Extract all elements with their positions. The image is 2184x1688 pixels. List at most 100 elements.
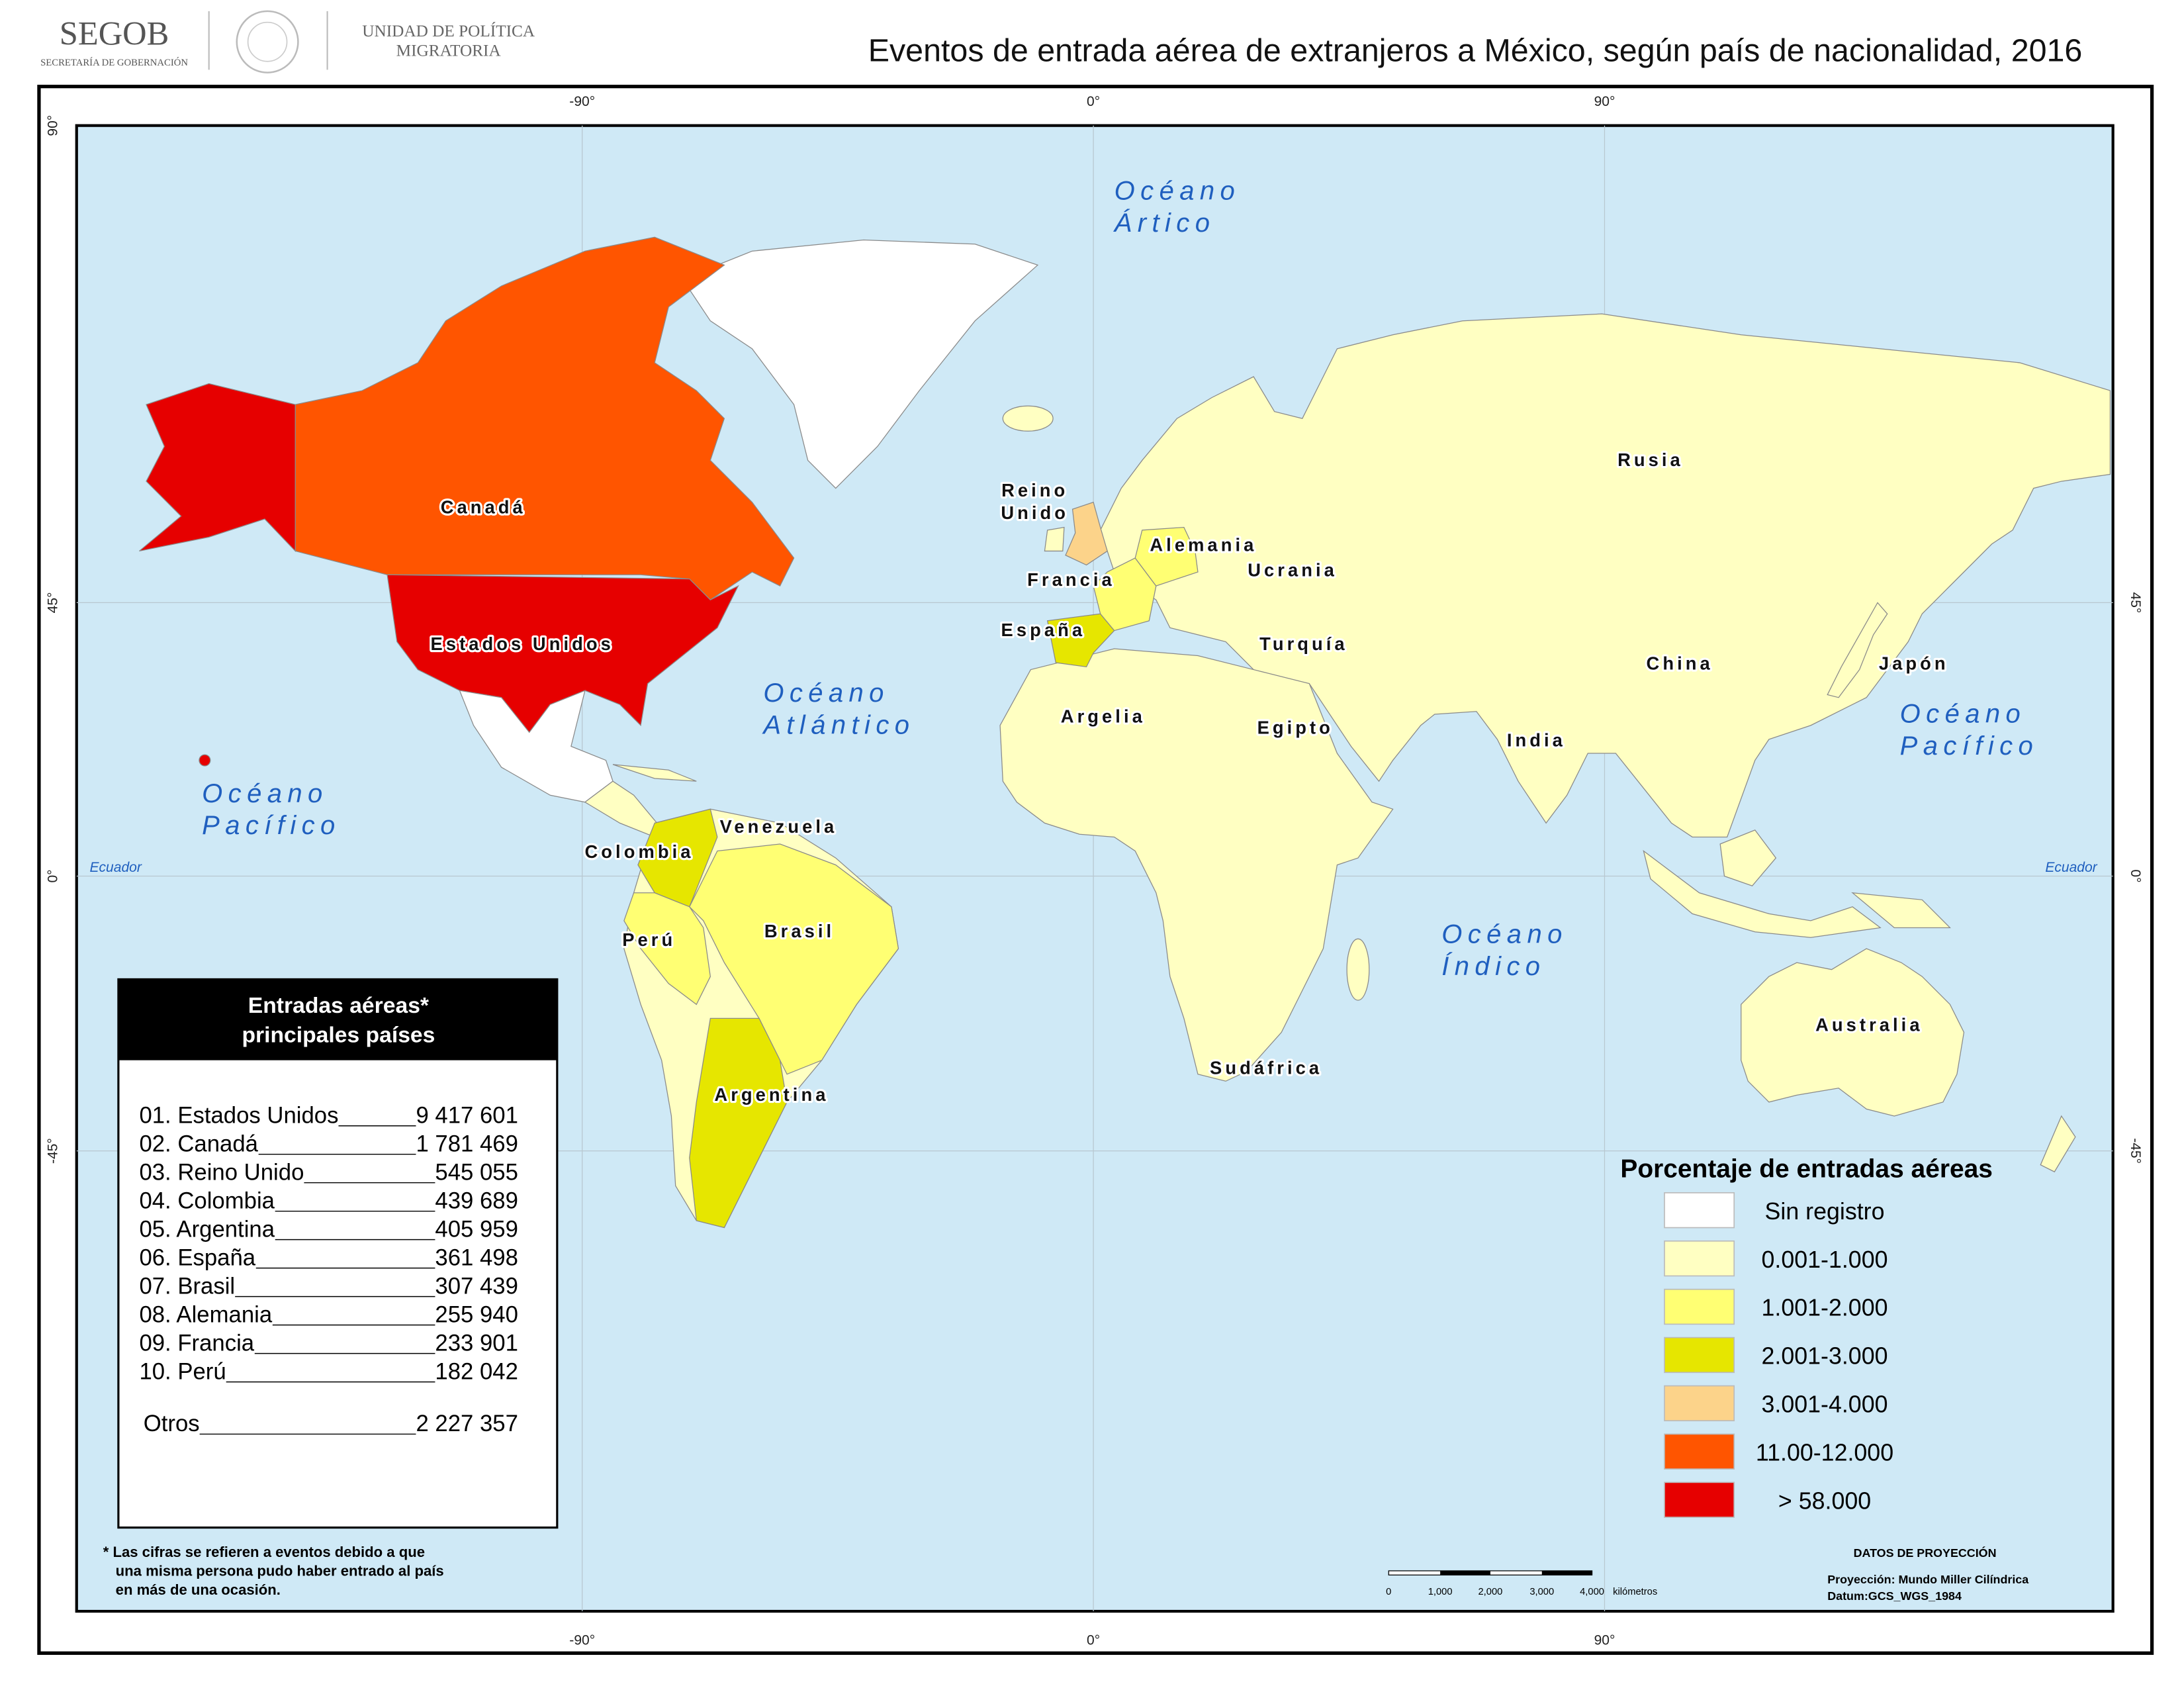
- legend-swatch: [1664, 1433, 1735, 1470]
- legend-label: Sin registro: [1765, 1198, 1885, 1225]
- parallel-label-left: -45°: [45, 1138, 60, 1164]
- scale-tick-label: 2,000: [1478, 1587, 1502, 1597]
- parallel-label-right: 45°: [2128, 592, 2143, 613]
- new-zealand: [2040, 1115, 2076, 1173]
- greenland: [682, 239, 1039, 489]
- ocean-label: Océano: [1441, 920, 1568, 949]
- country-label: Japón: [1879, 653, 1949, 674]
- row-value: 182 042: [435, 1359, 518, 1384]
- meridian-label-bottom: 0°: [1087, 1633, 1100, 1648]
- scale-unit: kilómetros: [1613, 1587, 1657, 1597]
- parallel-label-right: -45°: [2128, 1138, 2143, 1164]
- japan: [1827, 602, 1888, 698]
- row-value: 307 439: [435, 1274, 518, 1299]
- legend-label: 1.001-2.000: [1762, 1295, 1888, 1321]
- united-kingdom: [1065, 501, 1108, 566]
- cuba: [612, 764, 697, 782]
- legend-swatch: [1664, 1336, 1735, 1374]
- country-label: Rusia: [1617, 449, 1684, 470]
- canada: [295, 236, 795, 601]
- country-label: Francia: [1027, 569, 1115, 590]
- legend-label: 3.001-4.000: [1762, 1391, 1888, 1418]
- legend-label: 2.001-3.000: [1762, 1343, 1888, 1370]
- indonesia: [1643, 849, 1882, 938]
- meridian-label-top: 0°: [1087, 94, 1100, 109]
- land: [139, 236, 2111, 1229]
- ireland: [1044, 526, 1065, 552]
- iceland: [1002, 405, 1054, 432]
- country-label: Sudáfrica: [1210, 1058, 1322, 1078]
- madagascar: [1346, 938, 1370, 1001]
- scale-tick-label: 3,000: [1529, 1587, 1554, 1597]
- ocean-label: Océano: [1115, 176, 1241, 205]
- legend-title: Porcentaje de entradas aéreas: [1620, 1155, 1993, 1184]
- ocean-label: Océano: [763, 679, 889, 708]
- agency: SEGOB: [60, 15, 169, 52]
- row-name: 03. Reino Unido: [139, 1160, 304, 1185]
- country-label: Canadá: [441, 497, 526, 518]
- legend-label: 11.00-12.000: [1756, 1439, 1893, 1466]
- meridian-label-top: 90°: [1594, 94, 1615, 109]
- ocean-label: Pacífico: [1900, 731, 2039, 761]
- table-title: Entradas aéreas*: [248, 994, 430, 1018]
- row-value: 361 498: [435, 1245, 518, 1270]
- peru: [623, 892, 711, 1006]
- brazil: [689, 843, 899, 1075]
- emblem: [236, 10, 299, 73]
- meridian-label-top: -90°: [569, 94, 595, 109]
- country-label: Venezuela: [720, 816, 838, 837]
- agency-subtitle: SECRETARÍA DE GOBERNACIÓN: [40, 57, 188, 68]
- table-box: [117, 978, 559, 1529]
- ocean-label: Ártico: [1113, 208, 1216, 238]
- row-name: 08. Alemania: [139, 1302, 272, 1327]
- country-label: Turquía: [1259, 633, 1348, 654]
- row-name: 09. Francia: [139, 1331, 254, 1356]
- country-label: Alemania: [1150, 534, 1257, 555]
- table-header: [118, 979, 557, 1060]
- row-name: 02. Canadá: [139, 1131, 258, 1156]
- country-label: Brasil: [764, 921, 835, 941]
- legend-swatch: [1664, 1192, 1735, 1229]
- equator-label: Ecuador: [2045, 860, 2097, 875]
- legend-swatch: [1664, 1481, 1735, 1518]
- projection-line: Proyección: Mundo Miller Cilíndrica: [1827, 1573, 2029, 1586]
- ocean-label: Índico: [1441, 951, 1545, 981]
- row-value: 255 940: [435, 1302, 518, 1327]
- parallel-label-left: 45°: [45, 592, 60, 613]
- row-name: 04. Colombia: [139, 1188, 275, 1213]
- new-guinea: [1851, 892, 1951, 929]
- row-name: 10. Perú: [139, 1359, 226, 1384]
- country-label: Perú: [622, 929, 676, 950]
- legend-label: > 58.000: [1778, 1487, 1871, 1514]
- country-label: Argentina: [714, 1084, 829, 1105]
- scale-tick-label: 0: [1386, 1587, 1391, 1597]
- legend-swatch: [1664, 1288, 1735, 1325]
- country-label: Unido: [1001, 502, 1069, 523]
- row-name: 01. Estados Unidos: [139, 1103, 338, 1128]
- parallel-label-left: 0°: [45, 869, 60, 882]
- scale-bar-segment: [1541, 1570, 1592, 1575]
- country-label: Estados Unidos: [431, 633, 614, 654]
- scale-bar-segment: [1440, 1570, 1490, 1575]
- scale-tick-label: 4,000: [1580, 1587, 1604, 1597]
- country-label: Ucrania: [1248, 559, 1338, 580]
- meridian-label-bottom: 90°: [1594, 1633, 1615, 1648]
- country-label: Egipto: [1257, 717, 1334, 737]
- ocean-label: Océano: [1900, 700, 2026, 729]
- footnote: * Las cifras se refieren a eventos debid…: [103, 1544, 425, 1560]
- ocean-label: Océano: [202, 779, 328, 808]
- country-label: China: [1647, 653, 1713, 674]
- row-value: 545 055: [435, 1160, 518, 1185]
- mexico: [459, 690, 614, 803]
- germany: [1134, 526, 1199, 586]
- country-label: Argelia: [1061, 706, 1146, 727]
- legend-swatch: [1664, 1385, 1735, 1422]
- country-label: Australia: [1815, 1014, 1923, 1035]
- footnote: una misma persona pudo haber entrado al …: [116, 1562, 444, 1579]
- country-label: India: [1507, 729, 1566, 750]
- ocean-label: Atlántico: [762, 710, 915, 739]
- eurasia: [1099, 313, 2111, 838]
